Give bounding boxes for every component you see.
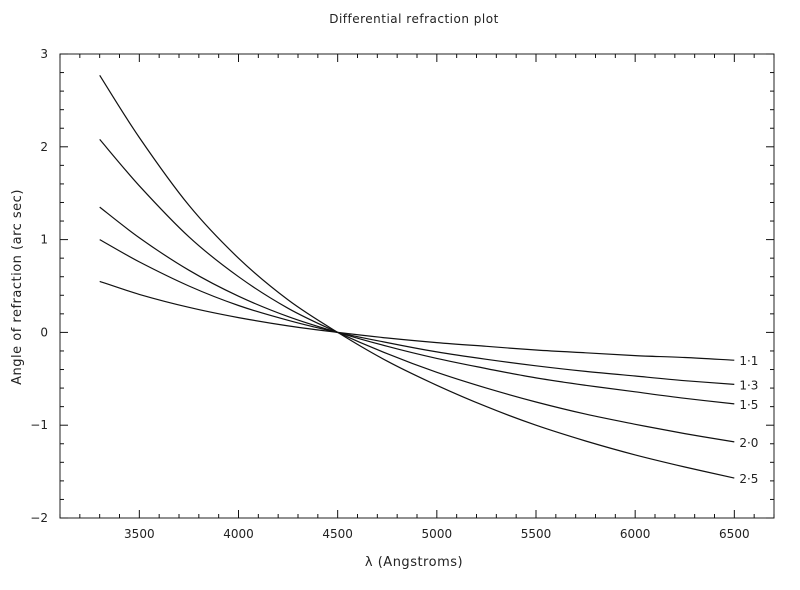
- series-line-5: [99, 74, 735, 479]
- series-line-2: [99, 239, 735, 385]
- series-lines: [99, 74, 735, 479]
- x-tick-label: 4000: [223, 527, 254, 541]
- y-tick-label: −2: [30, 511, 48, 525]
- y-tick-label: 3: [40, 47, 48, 61]
- x-tick-label: 3500: [124, 527, 155, 541]
- series-label-3: 1·5: [739, 398, 758, 412]
- axis-tick-labels: 3500 4000 4500 5000 5500 6000 6500 −2 −1 0 1 2 3: [30, 47, 749, 541]
- x-tick-label: 6500: [719, 527, 750, 541]
- series-line-3: [99, 206, 735, 405]
- series-label-1: 1·1: [739, 354, 758, 368]
- x-tick-label: 5000: [422, 527, 453, 541]
- x-tick-label: 6000: [620, 527, 651, 541]
- y-axis-label: Angle of refraction (arc sec): [10, 189, 25, 385]
- x-tick-label: 5500: [521, 527, 552, 541]
- y-tick-label: 2: [40, 140, 48, 154]
- series-line-4: [99, 139, 735, 443]
- series-line-1: [99, 280, 735, 361]
- axis-ticks: [59, 53, 775, 519]
- series-label-4: 2·0: [739, 436, 758, 450]
- y-tick-label: 0: [40, 325, 48, 339]
- series-labels: 1·1 1·3 1·5 2·0 2·5: [739, 354, 758, 486]
- series-label-5: 2·5: [739, 472, 758, 486]
- series-label-2: 1·3: [739, 378, 758, 392]
- y-tick-label: 1: [40, 233, 48, 247]
- x-axis-label: λ (Angstroms): [365, 555, 463, 570]
- x-tick-label: 4500: [322, 527, 353, 541]
- plot-frame: [59, 53, 775, 519]
- y-tick-label: −1: [30, 418, 48, 432]
- chart-title: Differential refraction plot: [329, 12, 499, 26]
